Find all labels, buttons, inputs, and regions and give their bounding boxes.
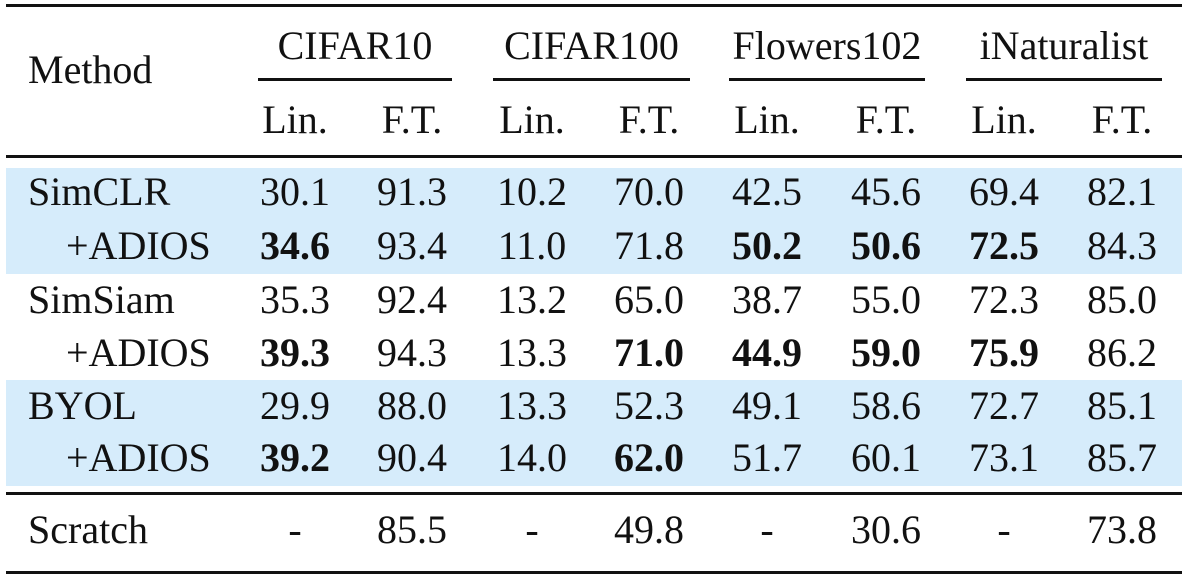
row-label: +ADIOS [66, 223, 211, 268]
row-label: SimSiam [28, 277, 175, 322]
table-cell: 50.6 [851, 223, 921, 268]
table-cell: 58.6 [851, 383, 921, 428]
table-cell: 62.0 [614, 435, 684, 480]
table-cell: 72.3 [969, 277, 1039, 322]
dataset-cmidrule [258, 78, 452, 81]
table-cell: 13.3 [497, 330, 567, 375]
table-cell: 94.3 [377, 330, 447, 375]
table-cell: - [525, 507, 539, 552]
scratch-rule [6, 492, 1182, 495]
table-cell: 73.8 [1087, 507, 1157, 552]
table-cell: 34.6 [260, 223, 330, 268]
table-cell: 84.3 [1087, 223, 1157, 268]
table-cell: 72.7 [969, 383, 1039, 428]
table-cell: 82.1 [1087, 169, 1157, 214]
method-header: Method [28, 47, 153, 92]
subheader: F.T. [1091, 97, 1153, 142]
shaded-band-byol [6, 380, 1182, 486]
table-cell: - [760, 507, 774, 552]
table-cell: 71.0 [614, 330, 684, 375]
table-cell: 73.1 [969, 435, 1039, 480]
row-label: +ADIOS [66, 435, 211, 480]
subheader: F.T. [618, 97, 680, 142]
bottom-rule [6, 571, 1182, 574]
table-cell: 38.7 [732, 277, 802, 322]
table-cell: - [288, 507, 302, 552]
subheader: Lin. [971, 97, 1037, 142]
table-cell: 42.5 [732, 169, 802, 214]
table-cell: 93.4 [377, 223, 447, 268]
table-cell: 29.9 [260, 383, 330, 428]
table-cell: 13.3 [497, 383, 567, 428]
table-cell: 39.3 [260, 330, 330, 375]
table-cell: 44.9 [732, 330, 802, 375]
shaded-band-simclr [6, 168, 1182, 274]
table-cell: 51.7 [732, 435, 802, 480]
table-cell: 90.4 [377, 435, 447, 480]
row-label: Scratch [28, 507, 148, 552]
table-cell: 14.0 [497, 435, 567, 480]
subheader: F.T. [855, 97, 917, 142]
subheader: Lin. [499, 97, 565, 142]
table-cell: 52.3 [614, 383, 684, 428]
table-cell: 30.1 [260, 169, 330, 214]
subheader: Lin. [734, 97, 800, 142]
dataset-cmidrule [729, 78, 925, 81]
table-cell: 50.2 [732, 223, 802, 268]
table-cell: 65.0 [614, 277, 684, 322]
table-cell: 55.0 [851, 277, 921, 322]
header-rule [6, 155, 1182, 158]
table-cell: 30.6 [851, 507, 921, 552]
table-cell: 85.0 [1087, 277, 1157, 322]
table-cell: 85.1 [1087, 383, 1157, 428]
table-cell: 35.3 [260, 277, 330, 322]
subheader: Lin. [262, 97, 328, 142]
table-cell: 10.2 [497, 169, 567, 214]
top-rule [6, 4, 1182, 7]
row-label: +ADIOS [66, 330, 211, 375]
dataset-header: Flowers102 [732, 23, 922, 68]
table-cell: 59.0 [851, 330, 921, 375]
table-cell: 92.4 [377, 277, 447, 322]
table-cell: 91.3 [377, 169, 447, 214]
row-label: BYOL [28, 383, 137, 428]
table-cell: 85.5 [377, 507, 447, 552]
table-cell: 69.4 [969, 169, 1039, 214]
table-cell: 11.0 [497, 223, 567, 268]
dataset-cmidrule [493, 78, 690, 81]
table-cell: 45.6 [851, 169, 921, 214]
subheader: F.T. [381, 97, 443, 142]
table-cell: 72.5 [969, 223, 1039, 268]
table-cell: 13.2 [497, 277, 567, 322]
dataset-header: iNaturalist [979, 23, 1149, 68]
dataset-header: CIFAR100 [504, 23, 679, 68]
table-cell: 86.2 [1087, 330, 1157, 375]
table-cell: 75.9 [969, 330, 1039, 375]
table-cell: 85.7 [1087, 435, 1157, 480]
table-cell: 88.0 [377, 383, 447, 428]
table-cell: 49.1 [732, 383, 802, 428]
table-cell: 39.2 [260, 435, 330, 480]
table-cell: 60.1 [851, 435, 921, 480]
table-cell: 71.8 [614, 223, 684, 268]
table-cell: - [997, 507, 1011, 552]
row-label: SimCLR [28, 169, 171, 214]
dataset-cmidrule [966, 78, 1162, 81]
table-cell: 70.0 [614, 169, 684, 214]
dataset-header: CIFAR10 [277, 23, 433, 68]
table-cell: 49.8 [614, 507, 684, 552]
